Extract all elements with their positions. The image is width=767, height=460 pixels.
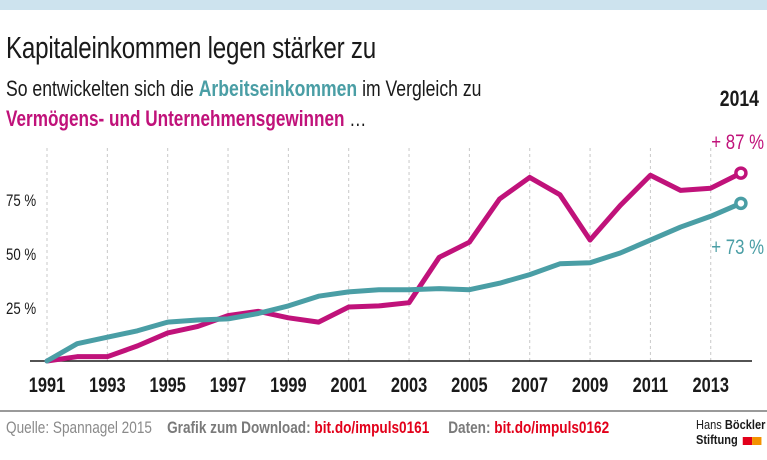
end-value-label-capital: + 87 %: [711, 131, 764, 154]
data-link[interactable]: bit.do/impuls0162: [494, 418, 610, 437]
footer: Quelle: Spannagel 2015 Grafik zum Downlo…: [6, 418, 609, 438]
y-tick-label: 50 %: [6, 246, 36, 265]
subtitle-ellipsis: …: [344, 106, 367, 131]
download-label: Grafik zum Download:: [167, 418, 315, 437]
x-tick-label: 1997: [210, 373, 246, 396]
x-tick-label: 2001: [330, 373, 366, 396]
y-tick-label: 75 %: [6, 192, 36, 211]
end-value-label-labor: + 73 %: [711, 236, 764, 259]
subtitle-labor-highlight: Arbeitseinkommen: [198, 76, 358, 101]
end-marker-labor: [734, 196, 748, 211]
chart-subtitle-line2: Vermögens- und Unternehmensgewinnen …: [6, 106, 366, 132]
x-tick-label: 1999: [270, 373, 306, 396]
x-tick-label: 2005: [451, 373, 487, 396]
x-tick-label: 2013: [693, 373, 729, 396]
x-tick-label: 2007: [512, 373, 548, 396]
y-tick-label: 25 %: [6, 300, 36, 319]
x-tick-label: 1991: [29, 373, 65, 396]
x-tick-label: 1995: [149, 373, 185, 396]
end-year-label: 2014: [719, 86, 759, 111]
subtitle-post: im Vergleich zu: [357, 76, 482, 101]
logo-text-hans: Hans: [696, 417, 725, 432]
chart-title: Kapitaleinkommen legen stärker zu: [6, 30, 376, 65]
series-line-labor: [44, 200, 744, 364]
top-banner: [0, 0, 767, 10]
source-text: Quelle: Spannagel 2015: [6, 418, 152, 437]
footer-divider: [0, 410, 767, 412]
line-chart: 25 % 50 % 75 % 1991 1993 1995 1997 1999 2001 2003…: [6, 131, 764, 396]
logo-text-boeckler: Böckler: [724, 417, 766, 432]
series-line-capital: [44, 170, 744, 364]
x-tick-label: 2003: [391, 373, 427, 396]
x-tick-label: 2011: [633, 373, 669, 396]
subtitle-pre: So entwickelten sich die: [6, 76, 199, 101]
x-tick-label: 2009: [572, 373, 608, 396]
end-marker-capital: [734, 166, 748, 180]
download-link[interactable]: bit.do/impuls0161: [314, 418, 430, 437]
logo-text-stiftung: Stiftung: [696, 432, 738, 447]
chart-subtitle: So entwickelten sich die Arbeitseinkomme…: [6, 76, 481, 102]
hans-boeckler-logo: Hans Böckler Stiftung: [696, 417, 765, 447]
logo-red-square: [742, 436, 752, 445]
subtitle-capital-highlight: Vermögens- und Unternehmensgewinnen: [6, 106, 345, 131]
data-label: Daten:: [448, 418, 495, 437]
x-tick-label: 1993: [89, 373, 125, 396]
logo-orange-square: [751, 436, 762, 445]
